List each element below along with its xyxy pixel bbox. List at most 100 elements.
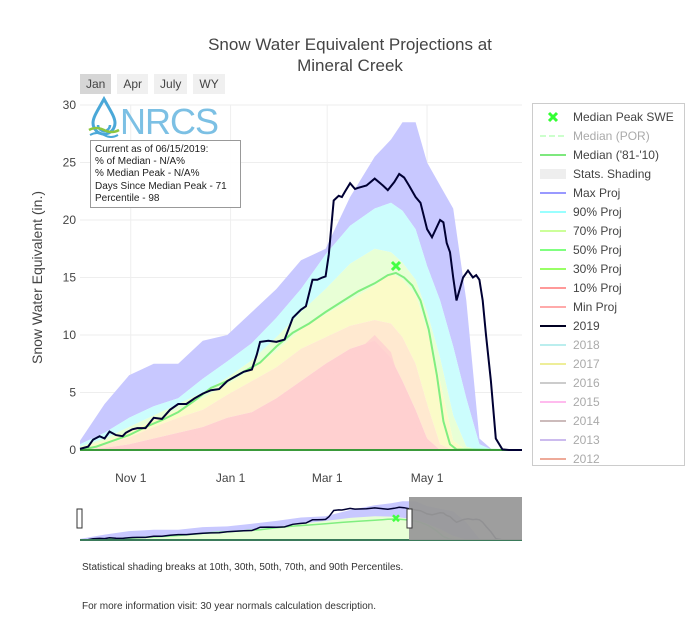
- legend-symbol: [533, 168, 573, 180]
- legend-item[interactable]: 50% Proj: [533, 240, 684, 259]
- info-percentile: Percentile - 98: [95, 192, 160, 204]
- current-info-box: Current as of 06/15/2019: % of Median - …: [90, 140, 241, 208]
- legend-item[interactable]: 2012: [533, 449, 684, 468]
- legend-symbol: [533, 358, 573, 370]
- y-tick-label: 20: [63, 213, 77, 227]
- band-30-10: [80, 320, 506, 450]
- band-50-30: [80, 272, 506, 450]
- legend-item[interactable]: 2013: [533, 430, 684, 449]
- legend-symbol: [533, 149, 573, 161]
- legend-label: Median (POR): [573, 128, 650, 143]
- legend-label: 2017: [573, 356, 600, 371]
- y-axis-label: Snow Water Equivalent (in.): [29, 191, 45, 364]
- legend-item[interactable]: 10% Proj: [533, 278, 684, 297]
- y-tick-label: 30: [63, 98, 77, 112]
- legend-item[interactable]: 90% Proj: [533, 202, 684, 221]
- navigator-right-handle[interactable]: [406, 508, 413, 529]
- y-tick-label: 10: [63, 328, 77, 342]
- legend-symbol: [533, 434, 573, 446]
- chart-title-line1: Snow Water Equivalent Projections at: [208, 35, 492, 54]
- range-button-jan[interactable]: Jan: [80, 74, 112, 94]
- legend-item[interactable]: Median Peak SWE: [533, 107, 684, 126]
- legend-symbol: [533, 415, 573, 427]
- legend-item[interactable]: 2015: [533, 392, 684, 411]
- legend-label: 2012: [573, 451, 600, 466]
- chart-title-line2: Mineral Creek: [297, 56, 403, 75]
- range-button-wy[interactable]: WY: [193, 74, 225, 94]
- legend-item[interactable]: 2018: [533, 335, 684, 354]
- legend-item[interactable]: 70% Proj: [533, 221, 684, 240]
- band-90-70: [80, 202, 506, 450]
- range-button-july[interactable]: July: [154, 74, 188, 94]
- legend-label: 2015: [573, 394, 600, 409]
- y-tick-label: 0: [69, 443, 76, 457]
- legend-label: Stats. Shading: [573, 166, 652, 181]
- navigator-p70-area: [80, 516, 506, 540]
- legend-symbol: [533, 187, 573, 199]
- wave-green-icon: [88, 126, 120, 134]
- x-tick-label: Nov 1: [115, 471, 147, 485]
- legend-label: Max Proj: [573, 185, 621, 200]
- info-pct-median-peak: % Median Peak - N/A%: [95, 168, 200, 180]
- series-2019-line: [79, 172, 522, 451]
- legend-item[interactable]: 30% Proj: [533, 259, 684, 278]
- navigator-peak-marker: [392, 514, 400, 523]
- legend-symbol: [533, 225, 573, 237]
- legend-label: Min Proj: [573, 299, 618, 314]
- legend-symbol: [533, 453, 573, 465]
- legend-item[interactable]: Stats. Shading: [533, 164, 684, 183]
- x-tick-label: May 1: [411, 471, 444, 485]
- wave-blue-icon: [89, 132, 119, 138]
- series-lines: [79, 172, 522, 451]
- axes: 0 5 10 15 20 25 30 Nov 1 Jan 1 Mar 1 May 1 Snow Wat…: [29, 98, 444, 485]
- range-button-apr[interactable]: Apr: [117, 74, 149, 94]
- y-tick-label: 25: [63, 156, 77, 170]
- median-8110-line: [79, 271, 506, 451]
- legend-label: 2014: [573, 413, 600, 428]
- legend-label: 2018: [573, 337, 600, 352]
- legend-item[interactable]: 2014: [533, 411, 684, 430]
- y-tick-label: 15: [63, 271, 77, 285]
- legend-label: 90% Proj: [573, 204, 622, 219]
- legend-symbol: [533, 377, 573, 389]
- range-selector: Jan Apr July WY: [80, 74, 225, 94]
- legend-item[interactable]: 2017: [533, 354, 684, 373]
- chart-title: Snow Water Equivalent Projections at Min…: [150, 34, 550, 76]
- legend-label: 2016: [573, 375, 600, 390]
- info-current-date: Current as of 06/15/2019:: [95, 144, 209, 155]
- nrcs-logo: NRCS: [88, 95, 219, 142]
- legend-label: 30% Proj: [573, 261, 622, 276]
- legend-symbol: [533, 282, 573, 294]
- x-tick-label: Jan 1: [216, 471, 246, 485]
- legend-label: 10% Proj: [573, 280, 622, 295]
- x-tick-label: Mar 1: [312, 471, 343, 485]
- footnote-info: For more information visit: 30 year norm…: [82, 601, 377, 612]
- percentile-bands: [80, 122, 506, 451]
- legend-label: 70% Proj: [573, 223, 622, 238]
- legend-label: 2019: [573, 318, 600, 333]
- legend: Median Peak SWE Median (POR) Median ('81-'…: [532, 103, 685, 466]
- legend-item[interactable]: 2016: [533, 373, 684, 392]
- legend-symbol: [533, 339, 573, 351]
- legend-label: 2013: [573, 432, 600, 447]
- legend-symbol: [533, 301, 573, 313]
- legend-item[interactable]: 2019: [533, 316, 684, 335]
- legend-item[interactable]: Max Proj: [533, 183, 684, 202]
- legend-label: Median Peak SWE: [573, 109, 674, 124]
- legend-item[interactable]: Median (POR): [533, 126, 684, 145]
- median-peak-marker: [390, 260, 402, 272]
- legend-item[interactable]: Median ('81-'10): [533, 145, 684, 164]
- legend-label: Median ('81-'10): [573, 147, 659, 162]
- band-min: [80, 335, 506, 450]
- info-days-since-peak: Days Since Median Peak - 71: [95, 180, 227, 192]
- navigator-left-handle[interactable]: [76, 508, 83, 529]
- navigator-mask: [409, 497, 522, 540]
- legend-symbol: [533, 263, 573, 275]
- band-max-90: [80, 122, 506, 451]
- legend-item[interactable]: Min Proj: [533, 297, 684, 316]
- legend-symbol: [533, 396, 573, 408]
- legend-symbol: [533, 206, 573, 218]
- legend-label: 50% Proj: [573, 242, 622, 257]
- y-tick-label: 5: [69, 386, 76, 400]
